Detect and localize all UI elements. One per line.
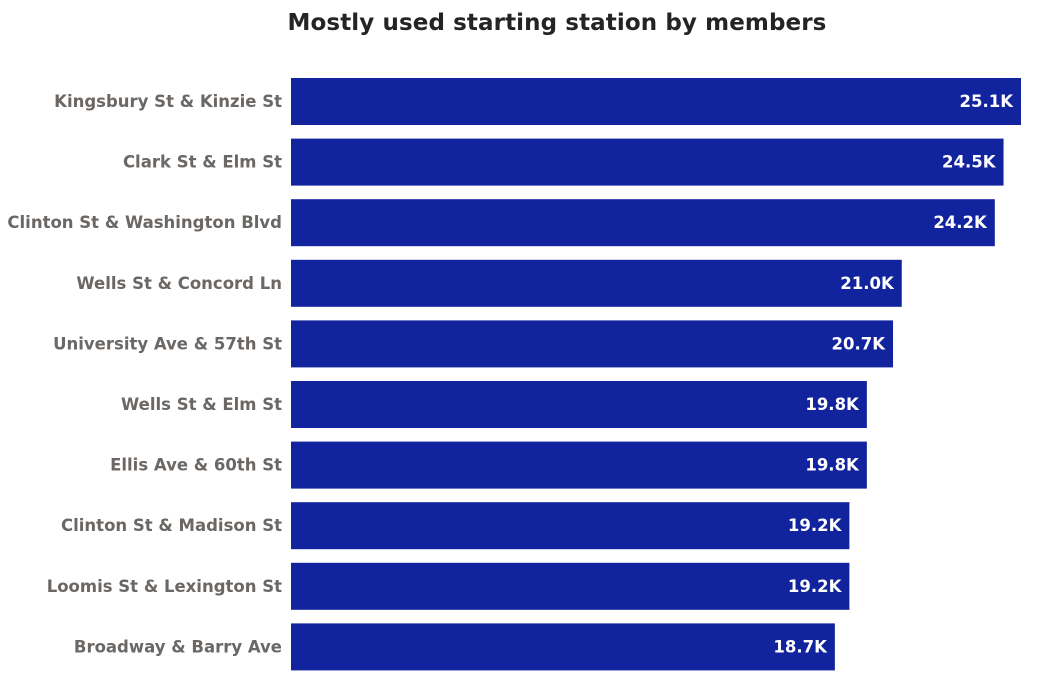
category-label: Broadway & Barry Ave (74, 637, 282, 656)
category-label: Clinton St & Madison St (61, 516, 282, 535)
bar[interactable] (291, 441, 867, 489)
data-label: 18.7K (773, 637, 828, 656)
data-label: 19.2K (788, 516, 843, 535)
bar[interactable] (291, 138, 1004, 186)
data-label: 19.8K (805, 456, 860, 475)
bar[interactable] (291, 562, 850, 610)
bar[interactable] (291, 199, 995, 247)
chart-title: Mostly used starting station by members (287, 10, 827, 36)
bar[interactable] (291, 381, 867, 428)
category-labels: Kingsbury St & Kinzie St Clark St & Elm S… (7, 92, 282, 656)
data-label: 19.2K (788, 577, 843, 596)
value-labels: 25.1K 24.5K 24.2K 21.0K 20.7K 19.8K 19.8K 19.2K… (773, 92, 1014, 656)
category-label: Kingsbury St & Kinzie St (54, 92, 282, 111)
bar[interactable] (291, 623, 835, 671)
category-label: University Ave & 57th St (53, 334, 282, 353)
category-label: Loomis St & Lexington St (47, 577, 282, 596)
category-label: Clinton St & Washington Blvd (7, 213, 282, 232)
data-label: 20.7K (832, 334, 887, 353)
bar[interactable] (291, 502, 850, 550)
bar[interactable] (291, 320, 894, 368)
category-label: Wells St & Concord Ln (76, 274, 282, 293)
data-label: 25.1K (960, 92, 1015, 111)
bar[interactable] (291, 78, 1021, 125)
category-label: Clark St & Elm St (123, 153, 282, 172)
data-label: 24.2K (933, 213, 988, 232)
bar[interactable] (291, 259, 902, 307)
data-label: 21.0K (840, 274, 895, 293)
category-label: Ellis Ave & 60th St (110, 456, 282, 475)
bars-layer (291, 78, 1021, 671)
data-label: 19.8K (805, 395, 860, 414)
category-label: Wells St & Elm St (121, 395, 282, 414)
data-label: 24.5K (942, 153, 997, 172)
